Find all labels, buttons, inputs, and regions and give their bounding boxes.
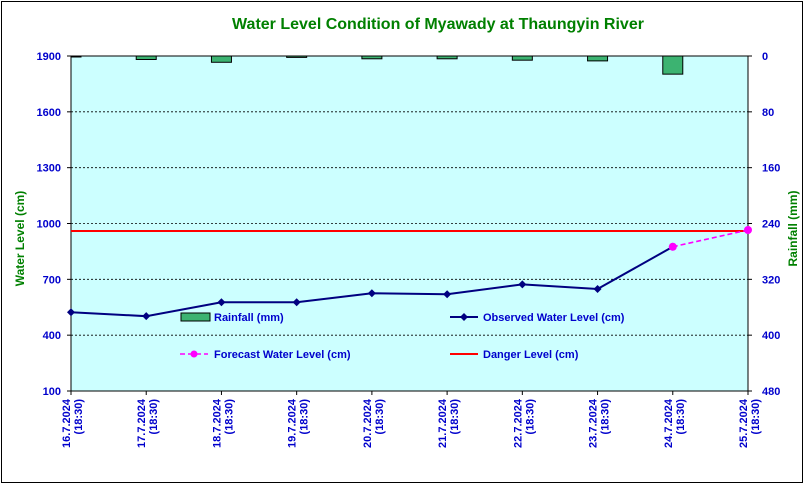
x-tick-time: (18:30) xyxy=(600,399,612,435)
rainfall-bar xyxy=(135,55,157,60)
y-tick-label: 400 xyxy=(43,330,61,342)
x-tick-time: (18:30) xyxy=(750,399,762,435)
y2-tick-label: 80 xyxy=(762,107,774,119)
x-tick-label: 25.7.2024 (18:30) xyxy=(738,398,762,448)
y-tick-label: 1300 xyxy=(37,163,61,175)
x-tick-date: 24.7.2024 xyxy=(663,398,675,448)
x-tick-time: (18:30) xyxy=(524,399,536,435)
x-tick-time: (18:30) xyxy=(73,399,85,435)
x-tick-label: 17.7.2024 (18:30) xyxy=(136,398,160,448)
legend-forecast-marker xyxy=(190,350,198,358)
observed-point xyxy=(292,298,301,307)
observed-point xyxy=(142,312,151,321)
x-tick-label: 18.7.2024 (18:30) xyxy=(211,398,235,448)
y2-tick-label: 240 xyxy=(762,219,780,231)
y-tick-label: 1900 xyxy=(37,51,61,63)
right-axis-ticks: 0 80 160 240 320 400 480 xyxy=(748,51,780,398)
forecast-water-level-line xyxy=(672,229,749,248)
y-tick-label: 100 xyxy=(43,386,61,398)
x-tick-label: 16.7.2024 (18:30) xyxy=(61,398,85,448)
x-tick-date: 20.7.2024 xyxy=(362,398,374,448)
x-tick-label: 22.7.2024 (18:30) xyxy=(512,398,536,448)
y2-tick-label: 160 xyxy=(762,163,780,175)
x-tick-date: 16.7.2024 xyxy=(61,398,73,448)
legend-observed-marker xyxy=(460,313,468,321)
y2-tick-label: 400 xyxy=(762,330,780,342)
x-tick-date: 18.7.2024 xyxy=(211,398,223,448)
rainfall-bar xyxy=(662,55,684,75)
legend-danger-label: Danger Level (cm) xyxy=(483,349,579,361)
forecast-point xyxy=(744,226,752,235)
rainfall-bar xyxy=(210,55,232,63)
rainfall-bar xyxy=(511,55,533,61)
rainfall-bar xyxy=(70,55,82,58)
y2-tick-label: 0 xyxy=(762,51,768,63)
chart-title: Water Level Condition of Myawady at Thau… xyxy=(232,16,644,33)
y2-tick-label: 320 xyxy=(762,274,780,286)
x-tick-date: 19.7.2024 xyxy=(287,398,299,448)
x-tick-date: 21.7.2024 xyxy=(437,398,449,448)
x-tick-date: 25.7.2024 xyxy=(738,398,750,448)
grid-lines xyxy=(71,111,748,336)
y2-tick-label: 480 xyxy=(762,386,780,398)
x-tick-label: 20.7.2024 (18:30) xyxy=(362,398,386,448)
forecast-point xyxy=(668,242,677,251)
legend: Rainfall (mm) Observed Water Level (cm) Fo… xyxy=(180,312,625,361)
y-tick-label: 1000 xyxy=(37,219,61,231)
x-tick-label: 24.7.2024 (18:30) xyxy=(663,398,687,448)
observed-point xyxy=(367,289,376,298)
x-tick-time: (18:30) xyxy=(148,399,160,435)
y-tick-label: 1600 xyxy=(37,107,61,119)
legend-rainfall-swatch xyxy=(180,312,211,322)
rainfall-bars xyxy=(70,55,684,75)
x-tick-time: (18:30) xyxy=(223,399,235,435)
y2-axis-label: Rainfall (mm) xyxy=(786,190,800,266)
legend-rainfall-label: Rainfall (mm) xyxy=(214,312,284,324)
rainfall-bar xyxy=(587,55,609,62)
forecast-water-level-layer xyxy=(668,226,752,251)
legend-forecast-label: Forecast Water Level (cm) xyxy=(214,349,351,361)
x-tick-date: 23.7.2024 xyxy=(588,398,600,448)
legend-observed-label: Observed Water Level (cm) xyxy=(483,312,625,324)
rainfall-bar xyxy=(286,55,308,58)
x-tick-time: (18:30) xyxy=(299,399,311,435)
x-tick-label: 19.7.2024 (18:30) xyxy=(287,398,311,448)
observed-point xyxy=(67,308,75,317)
x-tick-time: (18:30) xyxy=(449,399,461,435)
observed-point xyxy=(443,290,452,299)
x-tick-time: (18:30) xyxy=(675,399,687,435)
x-axis-ticks: 16.7.2024 (18:30) 17.7.2024 (18:30) 18.7.202… xyxy=(61,391,762,448)
observed-point xyxy=(593,285,602,294)
x-tick-label: 21.7.2024 (18:30) xyxy=(437,398,461,448)
x-tick-date: 22.7.2024 xyxy=(512,398,524,448)
x-tick-label: 23.7.2024 (18:30) xyxy=(588,398,612,448)
y-tick-label: 700 xyxy=(43,274,61,286)
observed-point xyxy=(518,280,527,289)
left-axis-ticks: 100 400 700 1000 1300 1600 1900 xyxy=(37,51,71,398)
x-tick-date: 17.7.2024 xyxy=(136,398,148,448)
y-axis-label: Water Level (cm) xyxy=(13,191,27,287)
rainfall-bar xyxy=(436,55,458,60)
rainfall-bar xyxy=(361,55,383,60)
observed-point xyxy=(217,298,226,307)
x-tick-time: (18:30) xyxy=(374,399,386,435)
